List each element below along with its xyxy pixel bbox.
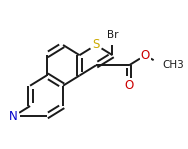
Text: CH3: CH3 bbox=[162, 60, 184, 70]
Text: N: N bbox=[9, 110, 18, 123]
Text: Br: Br bbox=[107, 30, 118, 40]
Text: S: S bbox=[92, 38, 100, 52]
Text: O: O bbox=[124, 79, 134, 92]
Text: O: O bbox=[141, 49, 150, 62]
